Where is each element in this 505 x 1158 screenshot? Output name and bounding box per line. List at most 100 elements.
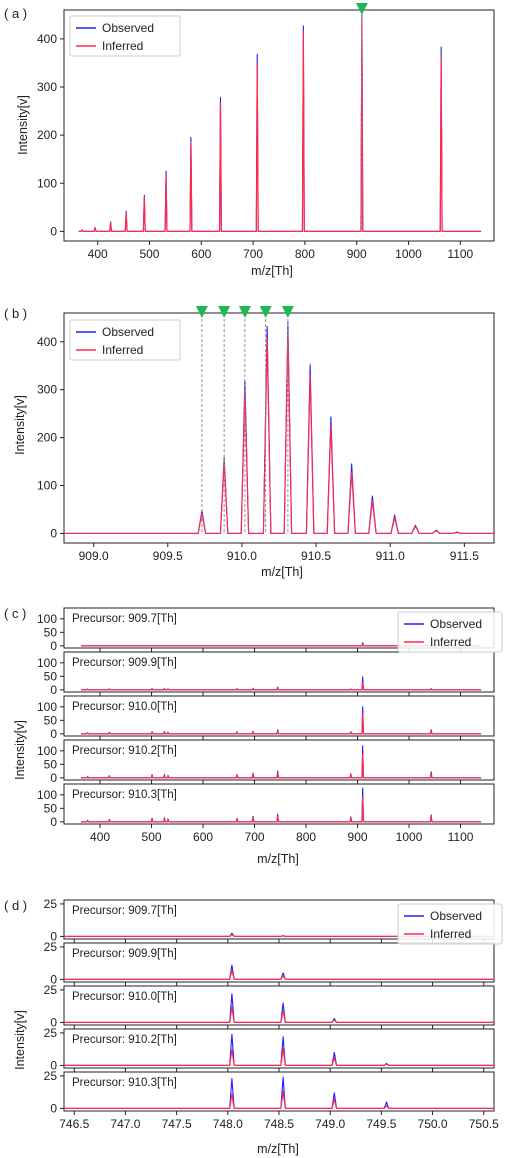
panel-b: ( b ) 0 100 200 300 400 909.0 909.5 910.0 910.5 9… — [4, 306, 495, 579]
panel-c-sub2-ytick-label: 0 — [50, 683, 57, 697]
panel-d-sub1-ytick-label: 0 — [50, 929, 57, 943]
panel-c-sub3-ytick-label: 50 — [44, 713, 58, 727]
panel-d-subplot-series — [64, 964, 494, 980]
panel-b-label: ( b ) — [4, 306, 27, 321]
panel-c-sub1-ytick-label: 50 — [44, 625, 58, 639]
panel-d-sub2-ytick-label: 0 — [50, 972, 57, 986]
panel-c-sub2-series-inferred — [80, 681, 482, 691]
panel-c-precursor-label: Precursor: 909.7[Th] — [72, 613, 177, 625]
panel-a-series-group — [78, 14, 482, 232]
panel-d-sub5-xtick-label: 749.0 — [315, 1117, 345, 1131]
panel-a-plot: 0 100 200 300 400 400 500 600 700 800 900 1000 1100 O… — [37, 3, 495, 261]
panel-b-marker-triangle — [281, 306, 294, 318]
panel-a-legend-label-inferred: Inferred — [102, 39, 143, 53]
panel-c-xlabel: m/z[Th] — [257, 852, 299, 866]
panel-d-sub5-xtick-label: 747.5 — [162, 1117, 192, 1131]
panel-d-xlabel: m/z[Th] — [257, 1142, 299, 1156]
panel-b-marker-triangle — [195, 306, 208, 318]
panel-c-subplot-frame — [63, 783, 495, 825]
panel-d-subplot-3: 0 25 Precursor: 910.0[Th] — [44, 983, 495, 1029]
panel-c-sub5-xtick-label: 600 — [193, 830, 213, 844]
panel-c-sub5-series-inferred — [80, 796, 482, 823]
panel-c-sub5-ytick-label: 50 — [44, 801, 58, 815]
panel-b-plot: 0 100 200 300 400 909.0 909.5 910.0 910.5 911.0 91… — [37, 306, 495, 563]
panel-c-sub5-xtick-label: 500 — [142, 830, 162, 844]
panel-c-sub2-ytick-label: 100 — [37, 656, 57, 670]
panel-c-subplot-series — [80, 706, 482, 735]
panel-d-precursor-label: Precursor: 910.0[Th] — [72, 991, 177, 1003]
panel-a-xtick-label: 800 — [295, 247, 315, 261]
panel-b-series-group — [64, 322, 494, 535]
panel-d-sub5-series-inferred — [64, 1090, 494, 1109]
panel-c-legend-label-observed: Observed — [430, 617, 482, 631]
panel-c-sub1-ytick-label: 100 — [37, 612, 57, 626]
panel-d-subplot-series — [64, 1033, 494, 1066]
panel-a-ytick-label: 200 — [37, 128, 57, 142]
panel-c-precursor-label: Precursor: 909.9[Th] — [72, 657, 177, 669]
panel-c-sub5-xtick-label: 1100 — [448, 830, 474, 844]
panel-b-marker-triangle — [238, 306, 251, 318]
panel-d-label: ( d ) — [4, 898, 27, 913]
panel-c-sub5-ytick-label: 100 — [37, 788, 57, 802]
panel-c-precursor-label: Precursor: 910.2[Th] — [72, 745, 177, 757]
panel-b-xtick-label: 911.5 — [450, 549, 479, 563]
panel-a-ytick-label: 300 — [37, 80, 57, 94]
panel-b-xtick-label: 910.0 — [227, 549, 257, 563]
panel-c-sub2-series-observed — [80, 676, 482, 691]
panel-a-xtick-label: 600 — [191, 247, 211, 261]
panel-c-sub3-series-inferred — [80, 712, 482, 735]
panel-d-subplot-2: 0 25 Precursor: 909.9[Th] — [44, 940, 495, 986]
panel-d-sub5-xtick-label: 750.5 — [469, 1117, 499, 1131]
panel-d-legend-label-inferred: Inferred — [430, 927, 471, 941]
panel-d-subplot-series — [64, 993, 494, 1023]
panel-d-precursor-label: Precursor: 910.2[Th] — [72, 1034, 177, 1046]
panel-c-sub3-ytick-label: 0 — [50, 727, 57, 741]
panel-b-ytick-label: 0 — [50, 526, 57, 540]
panel-d-legend-label-observed: Observed — [430, 909, 482, 923]
panel-c-sub5-xtick-label: 1000 — [396, 830, 423, 844]
panel-b-marker-triangle — [218, 306, 231, 318]
panel-a-ytick-label: 100 — [37, 176, 57, 190]
panel-c-ylabel: Intensity[v] — [13, 720, 27, 780]
panel-a-xtick-label: 500 — [139, 247, 159, 261]
panel-c-subplot-frame — [63, 651, 495, 693]
panel-a-series-inferred — [78, 19, 482, 232]
panel-b-ylabel: Intensity[v] — [13, 395, 27, 455]
panel-c-sub4-ytick-label: 50 — [44, 757, 58, 771]
panel-c-precursor-label: Precursor: 910.3[Th] — [72, 789, 177, 801]
panel-d-sub5-xtick-label: 750.0 — [418, 1117, 448, 1131]
panel-c-subplot-series — [80, 787, 482, 823]
panel-c-sub2-ytick-label: 50 — [44, 669, 58, 683]
panel-c-sub5-xtick-label: 400 — [90, 830, 110, 844]
panel-b-xtick-label: 910.5 — [301, 549, 331, 563]
panel-d-sub2-series-inferred — [64, 969, 494, 980]
panel-c-sub4-ytick-label: 0 — [50, 771, 57, 785]
panel-d-subplot-series — [64, 1076, 494, 1109]
panel-d-sub4-ytick-label: 25 — [44, 1026, 58, 1040]
panel-c-sub4-ytick-label: 100 — [37, 744, 57, 758]
panel-a-frame — [63, 9, 495, 242]
panel-c-sub4-series-inferred — [80, 753, 482, 779]
panel-a-xtick-label: 400 — [88, 247, 108, 261]
panel-a-xtick-label: 700 — [243, 247, 263, 261]
panel-a-xtick-label: 1100 — [447, 247, 473, 261]
panel-b-ytick-label: 200 — [37, 431, 57, 445]
panel-a-ylabel: Intensity[v] — [16, 95, 30, 155]
panel-a-ytick-label: 0 — [50, 224, 57, 238]
panel-b-xtick-label: 909.0 — [79, 549, 109, 563]
panel-c-sub1-ytick-label: 0 — [50, 639, 57, 653]
panel-d-sub3-series-inferred — [64, 1006, 494, 1023]
panel-d-ylabel: Intensity[v] — [13, 1010, 27, 1070]
panel-b-series-inferred — [64, 332, 494, 535]
panel-a-legend-label-observed: Observed — [102, 21, 154, 35]
panel-d-sub1-ytick-label: 25 — [44, 897, 58, 911]
panel-b-xtick-label: 909.5 — [153, 549, 183, 563]
panel-d-sub4-series-inferred — [64, 1047, 494, 1066]
panel-b-marker-triangle — [259, 306, 272, 318]
